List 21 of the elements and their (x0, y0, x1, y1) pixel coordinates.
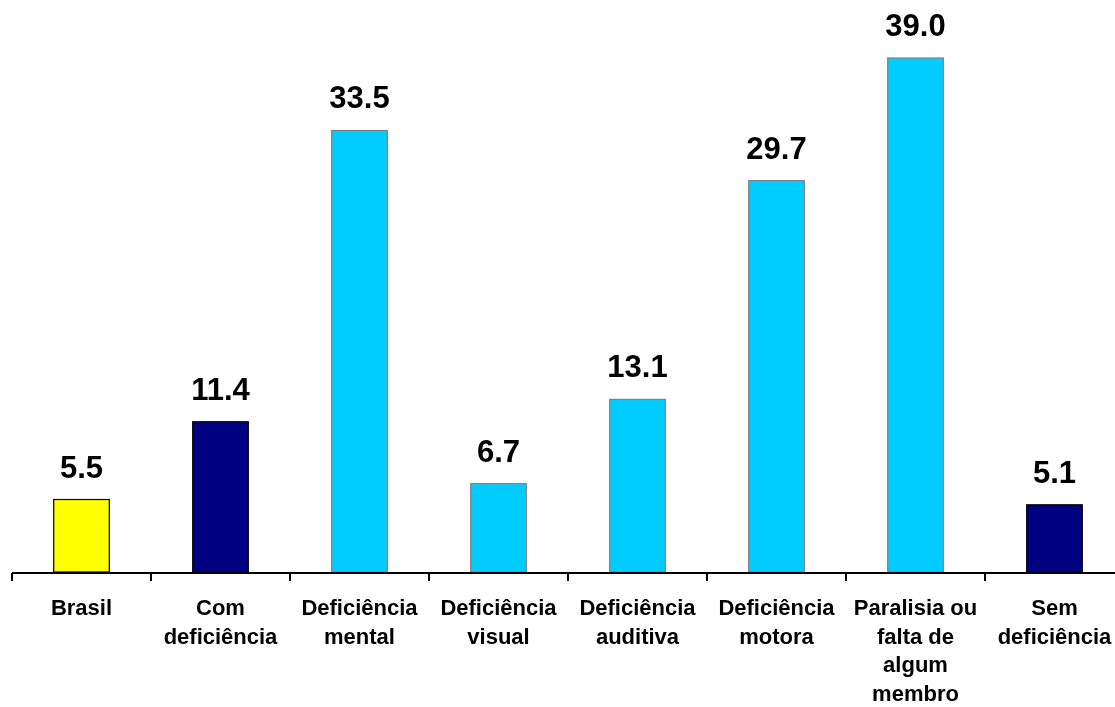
data-label: 39.0 (885, 8, 946, 43)
x-tick-label: Brasil (50, 595, 113, 620)
x-tick-label: Paralisia ou falta de algum membro (853, 595, 978, 706)
bar (748, 179, 805, 573)
x-tick-label: Deficiência mental (301, 595, 419, 649)
x-tick-label: Deficiência motora (718, 595, 836, 649)
bar (331, 129, 388, 573)
data-label: 5.1 (1032, 454, 1077, 490)
x-tick-label: Sem deficiência (997, 595, 1113, 649)
data-label: 5.5 (59, 449, 104, 485)
bar (470, 483, 527, 573)
data-label: 29.7 (746, 130, 807, 166)
data-label: 33.5 (329, 80, 390, 116)
x-tick-label: Deficiência auditiva (579, 595, 697, 649)
data-label: 6.7 (476, 433, 521, 469)
bar (887, 57, 944, 573)
bar (609, 398, 666, 573)
x-tick-label: Com deficiência (163, 595, 279, 649)
data-label: 13.1 (607, 349, 668, 385)
data-label: 11.4 (191, 371, 251, 407)
x-tick-label: Deficiência visual (440, 595, 558, 649)
